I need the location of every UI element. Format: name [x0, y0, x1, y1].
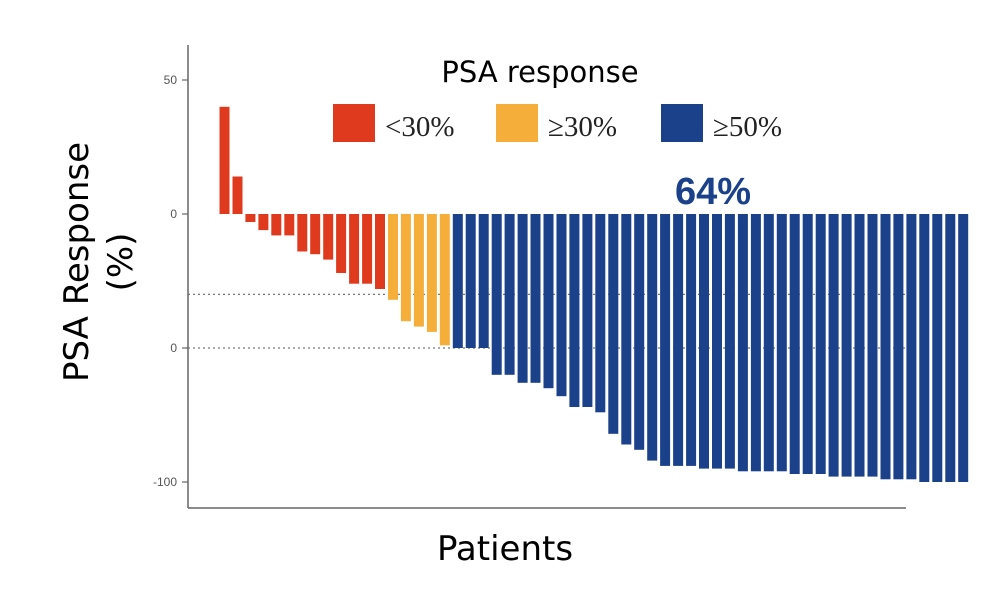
y-axis-title-line1: PSA Response [57, 142, 97, 382]
bar-patient-25 [530, 214, 541, 383]
bar-patient-9 [323, 214, 334, 260]
bars [219, 106, 969, 482]
y-ticks: 50 0 0 -100 [153, 73, 188, 489]
bar-patient-20 [465, 214, 476, 348]
bar-patient-38 [699, 214, 709, 469]
bar-patient-13 [375, 214, 385, 289]
bar-patient-46 [802, 214, 813, 474]
bar-patient-42 [750, 214, 761, 472]
bar-patient-45 [789, 214, 800, 474]
bar-patient-53 [893, 214, 904, 480]
bar-patient-29 [582, 214, 593, 407]
legend-label-ge30: ≥30% [548, 111, 617, 143]
bar-patient-30 [595, 214, 606, 413]
bar-patient-48 [828, 214, 839, 477]
legend-swatch-ge30 [496, 104, 538, 142]
bar-patient-7 [297, 214, 308, 252]
y-tick-label: 0 [170, 341, 177, 355]
bar-patient-56 [932, 214, 943, 482]
bar-patient-19 [452, 214, 463, 348]
bar-patient-2 [232, 176, 243, 214]
bar-patient-11 [349, 214, 360, 284]
bar-patient-55 [919, 214, 930, 482]
bar-patient-52 [880, 214, 891, 480]
y-axis-title-line2: (%) [101, 233, 141, 292]
bar-patient-17 [426, 214, 437, 332]
x-axis-title: Patients [437, 529, 573, 569]
bar-patient-5 [271, 214, 282, 236]
bar-patient-1 [219, 106, 230, 214]
bar-patient-31 [608, 214, 619, 434]
bar-patient-22 [491, 214, 502, 375]
legend-swatch-lt30 [333, 104, 375, 142]
bar-patient-47 [815, 214, 826, 474]
bar-patient-18 [439, 214, 450, 346]
bar-patient-3 [245, 214, 256, 222]
y-tick-label: 0 [170, 207, 177, 221]
bar-patient-40 [724, 214, 735, 469]
bar-patient-35 [660, 214, 671, 466]
bar-patient-49 [841, 214, 852, 477]
bar-patient-44 [776, 214, 787, 472]
y-axis-title: PSA Response (%) [57, 142, 141, 382]
y-tick-label: -100 [153, 475, 177, 489]
y-tick-label: 50 [164, 73, 178, 87]
bar-patient-36 [673, 214, 684, 466]
bar-patient-57 [945, 214, 956, 482]
bar-patient-10 [336, 214, 347, 273]
response-rate-annotation: 64% [675, 171, 751, 213]
legend-label-ge50: ≥50% [713, 111, 782, 143]
bar-patient-21 [478, 214, 489, 348]
bar-patient-24 [517, 214, 528, 383]
legend-swatch-ge50 [661, 104, 703, 142]
bar-patient-27 [556, 214, 567, 397]
bar-patient-54 [906, 214, 917, 480]
bar-patient-23 [504, 214, 515, 375]
bar-patient-51 [867, 214, 878, 477]
bar-patient-58 [958, 214, 969, 482]
legend: PSA response <30% ≥30% ≥50% [333, 55, 782, 143]
bar-patient-41 [737, 214, 748, 472]
bar-patient-15 [400, 214, 411, 322]
bar-patient-32 [621, 214, 632, 445]
bar-patient-39 [712, 214, 722, 469]
bar-patient-6 [284, 214, 295, 236]
bar-patient-28 [569, 214, 580, 407]
bar-patient-8 [310, 214, 321, 255]
bar-patient-26 [543, 214, 554, 389]
bar-patient-14 [388, 214, 398, 300]
bar-patient-4 [258, 214, 269, 231]
bar-patient-33 [634, 214, 645, 450]
legend-label-lt30: <30% [385, 111, 455, 143]
bar-patient-34 [647, 214, 658, 461]
bar-patient-50 [854, 214, 865, 477]
legend-title: PSA response [441, 55, 638, 89]
bar-patient-37 [686, 214, 697, 466]
bar-patient-16 [413, 214, 424, 327]
bar-patient-12 [362, 214, 373, 284]
bar-patient-43 [763, 214, 774, 472]
axes [187, 45, 906, 509]
